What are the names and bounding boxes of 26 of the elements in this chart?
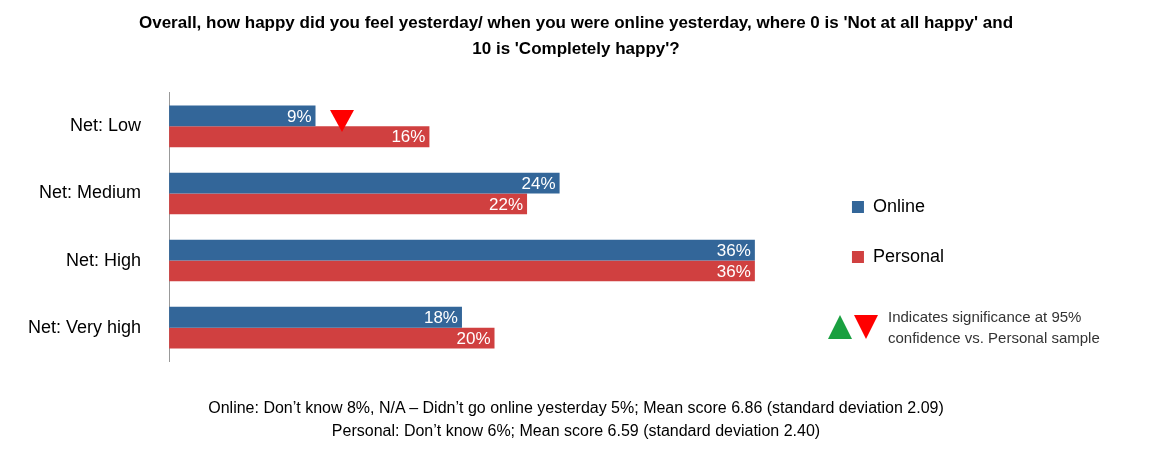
chart-title: Overall, how happy did you feel yesterday/ when you were online yesterday, where 0 is 'Not at all happy' and 10 is 'Completely happy'? bbox=[137, 12, 1015, 60]
bar bbox=[169, 239, 755, 261]
text: Online: Don’t know 8%, N/A – Didn’t go online yesterday 5%; Mean score 6.86 (standard deviation 2.09) bbox=[207, 398, 945, 418]
bar bbox=[169, 260, 755, 282]
data-label: 24% bbox=[521, 173, 556, 193]
text: Indicates significance at 95% confidence vs. Personal sample bbox=[888, 307, 1101, 348]
y-tick-label: Net: Medium bbox=[39, 182, 142, 203]
bar bbox=[169, 193, 528, 215]
legend-label: Personal bbox=[872, 245, 944, 266]
y-tick-label: Net: Low bbox=[70, 115, 143, 136]
data-label: 22% bbox=[489, 194, 524, 214]
data-label: 18% bbox=[423, 307, 458, 327]
data-label: 36% bbox=[716, 240, 751, 260]
bar bbox=[169, 105, 316, 127]
bar bbox=[169, 306, 462, 328]
y-tick-label: Net: High bbox=[66, 249, 142, 270]
data-label: 9% bbox=[286, 106, 312, 126]
text: Personal: Don’t know 6%; Mean score 6.59 (standard deviation 2.40) bbox=[330, 421, 822, 441]
bar bbox=[169, 126, 430, 148]
data-label: 36% bbox=[716, 261, 751, 281]
data-label: 16% bbox=[391, 127, 426, 147]
legend-label: Online bbox=[872, 195, 925, 216]
bar bbox=[169, 172, 560, 194]
data-label: 20% bbox=[456, 328, 491, 348]
y-tick-label: Net: Very high bbox=[28, 316, 142, 337]
bar bbox=[169, 327, 495, 349]
